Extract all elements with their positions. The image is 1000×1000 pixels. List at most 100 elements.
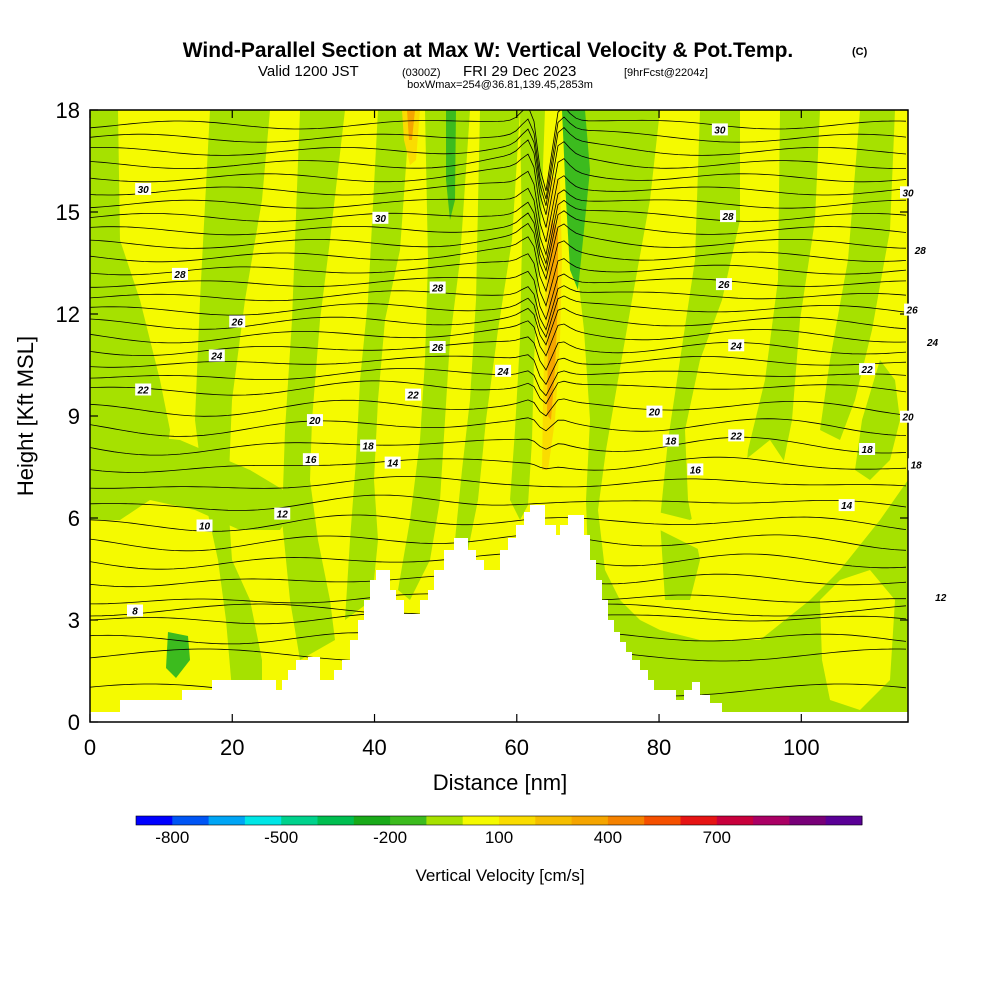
theta-label: 20 <box>646 405 663 419</box>
vv-band-mid1 <box>282 110 345 660</box>
colorbar-swatch <box>317 816 355 825</box>
theta-isoline <box>90 320 907 357</box>
theta-label-text: 10 <box>199 522 211 533</box>
theta-isoline <box>90 285 907 331</box>
theta-label: 14 <box>384 456 401 470</box>
theta-isoline <box>90 417 907 437</box>
theta-label: 26 <box>429 341 446 354</box>
theta-label-text: 26 <box>717 280 730 291</box>
theta-label-text: 26 <box>431 343 444 354</box>
vv-band-left-column <box>195 110 270 690</box>
colorbar-swatch <box>499 816 536 825</box>
theta-isoline <box>90 127 907 206</box>
y-axis-label: Height [Kft MSL] <box>13 336 38 496</box>
theta-label-text: 22 <box>407 391 420 402</box>
y-tick-label: 6 <box>68 506 80 531</box>
theta-label: 16 <box>302 453 319 466</box>
theta-isoline <box>90 476 907 489</box>
colorbar-swatch <box>462 816 500 825</box>
y-axis: 0 3 6 9 12 15 18 <box>56 98 908 735</box>
theta-isoline <box>90 222 907 281</box>
theta-isoline <box>90 534 907 552</box>
theta-label-bg <box>859 443 876 455</box>
vv-yellow-island-far <box>820 570 895 710</box>
theta-label-bg <box>384 456 401 469</box>
theta-label-text: 26 <box>231 318 244 329</box>
vv-strong-down-3 <box>166 632 190 678</box>
theta-label-text: 24 <box>730 341 743 352</box>
theta-label-text: 16 <box>305 455 317 466</box>
theta-label: 30 <box>135 182 152 196</box>
theta-label-text: 14 <box>387 459 399 470</box>
theta-label-text: 12 <box>277 510 289 521</box>
vv-band-right2 <box>742 110 820 520</box>
y-tick-label: 15 <box>56 200 80 225</box>
theta-isoline <box>90 336 907 371</box>
theta-label-text: 18 <box>911 460 923 471</box>
terrain-mask <box>90 505 908 722</box>
colorbar-swatch <box>426 816 464 825</box>
theta-label-text: 14 <box>841 501 853 512</box>
colorbar: -800 -500 -200 100 400 700 <box>135 815 863 847</box>
colorbar-swatch <box>644 816 681 825</box>
forecast-info: [9hrFcst@2204z] <box>624 67 708 79</box>
theta-label-text: 30 <box>375 214 387 225</box>
theta-label-bg <box>126 604 143 617</box>
theta-label: 28 <box>720 210 737 223</box>
y-tick-label: 12 <box>56 302 80 327</box>
colorbar-swatch <box>390 816 427 825</box>
theta-label-bg <box>135 383 152 396</box>
theta-label-text: 18 <box>665 437 677 448</box>
theta-isoline <box>90 380 907 405</box>
theta-label-text: 30 <box>138 185 150 196</box>
vv-band-left-upper <box>90 110 170 520</box>
theta-label-bg <box>405 388 422 401</box>
theta-label-bg <box>302 453 319 466</box>
theta-label-bg <box>646 405 663 418</box>
theta-isoline <box>90 153 907 228</box>
theta-isoline <box>90 253 907 307</box>
theta-label-bg <box>900 410 916 423</box>
theta-isoline <box>90 553 907 570</box>
colorbar-label: Vertical Velocity [cm/s] <box>415 866 584 885</box>
theta-label: 18 <box>908 458 925 471</box>
theta-label-text: 20 <box>308 416 321 427</box>
theta-isoline <box>90 199 907 265</box>
theta-label-bg <box>711 123 728 136</box>
colorbar-swatch <box>244 816 282 825</box>
x-axis: 0 20 40 60 80 100 <box>84 110 820 760</box>
theta-label-text: 20 <box>648 408 661 419</box>
theta-label-bg <box>715 278 732 291</box>
theta-label: 22 <box>135 383 152 397</box>
theta-label: 20 <box>306 414 323 427</box>
colorbar-swatch <box>571 816 609 825</box>
theta-label-bg <box>208 349 225 362</box>
colorbar-frame <box>135 815 863 826</box>
theta-label-bg <box>306 414 323 427</box>
colorbar-swatch <box>716 816 754 825</box>
theta-label-bg <box>274 507 291 520</box>
theta-label: 14 <box>838 499 855 512</box>
theta-isolines <box>90 110 907 697</box>
vv-band-mid4 <box>455 110 520 550</box>
colorbar-swatch <box>753 816 790 825</box>
theta-isoline <box>90 398 907 417</box>
theta-label: 18 <box>360 439 377 453</box>
vv-updraft-top-orange <box>407 110 415 140</box>
theta-label: 22 <box>859 363 876 376</box>
theta-isoline <box>90 494 907 511</box>
y-tick-label: 9 <box>68 404 80 429</box>
theta-label-bg <box>495 364 512 377</box>
colorbar-swatch <box>680 816 718 825</box>
vv-band-right3 <box>820 110 895 440</box>
theta-label-text: 22 <box>861 365 874 376</box>
theta-label: 24 <box>495 364 512 378</box>
valid-time-utc: (0300Z) <box>402 67 441 79</box>
theta-label-text: 18 <box>363 442 375 453</box>
colorbar-tick-label: -500 <box>264 828 298 847</box>
colorbar-swatch <box>281 816 318 825</box>
theta-isoline <box>90 210 907 272</box>
valid-date: FRI 29 Dec 2023 <box>463 63 576 80</box>
